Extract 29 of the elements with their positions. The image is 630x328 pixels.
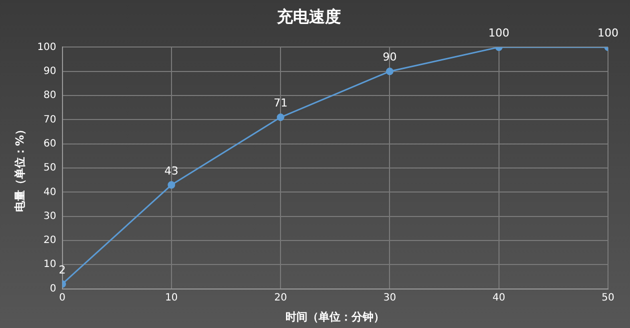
y-tick-label: 20 bbox=[44, 235, 56, 246]
x-tick-label: 10 bbox=[165, 292, 178, 304]
y-tick-label: 80 bbox=[44, 90, 56, 102]
data-label: 100 bbox=[488, 26, 510, 40]
y-tick-label: 30 bbox=[44, 210, 56, 222]
x-tick-label: 50 bbox=[602, 292, 614, 304]
y-axis-title: 电量（单位：%） bbox=[13, 124, 26, 212]
point bbox=[386, 68, 394, 76]
y-tick-label: 40 bbox=[44, 186, 56, 198]
data-label: 43 bbox=[164, 164, 178, 178]
y-tick-label: 0 bbox=[50, 283, 56, 294]
y-tick-label: 100 bbox=[37, 42, 56, 53]
x-tick-label: 0 bbox=[59, 292, 66, 304]
data-label: 71 bbox=[274, 96, 288, 110]
data-label: 100 bbox=[598, 26, 618, 40]
point bbox=[168, 181, 176, 189]
x-tick-label: 20 bbox=[274, 292, 287, 304]
x-tick-label: 40 bbox=[492, 292, 506, 304]
y-tick-label: 90 bbox=[44, 66, 56, 77]
y-tick-label: 10 bbox=[44, 259, 56, 270]
chart-title: 充电速度 bbox=[276, 6, 341, 26]
y-tick-label: 50 bbox=[44, 162, 56, 174]
data-label: 90 bbox=[382, 50, 397, 64]
y-tick-label: 60 bbox=[44, 138, 56, 150]
point bbox=[276, 114, 284, 122]
y-tick-label: 70 bbox=[44, 114, 56, 126]
x-tick-label: 30 bbox=[383, 292, 396, 304]
data-label: 2 bbox=[58, 263, 66, 276]
x-axis-title: 时间（单位：分钟） bbox=[286, 310, 385, 324]
